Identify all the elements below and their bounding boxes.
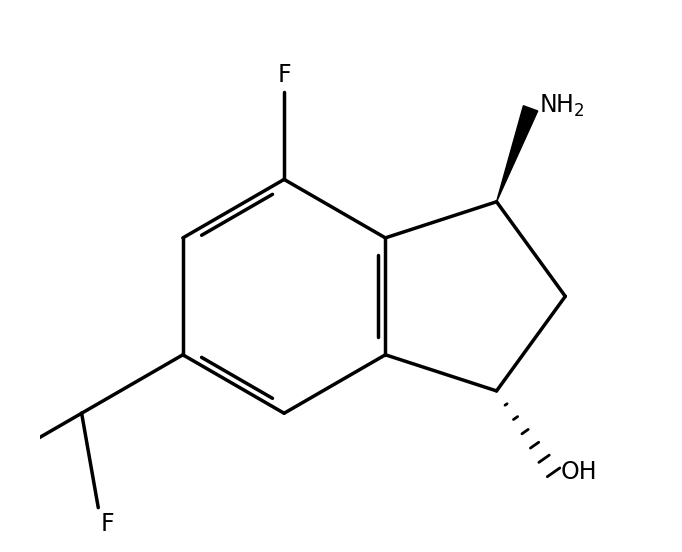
Text: F: F bbox=[100, 512, 114, 536]
Text: F: F bbox=[278, 62, 291, 87]
Text: OH: OH bbox=[561, 460, 597, 484]
Polygon shape bbox=[496, 106, 537, 201]
Text: NH$_2$: NH$_2$ bbox=[539, 93, 584, 119]
